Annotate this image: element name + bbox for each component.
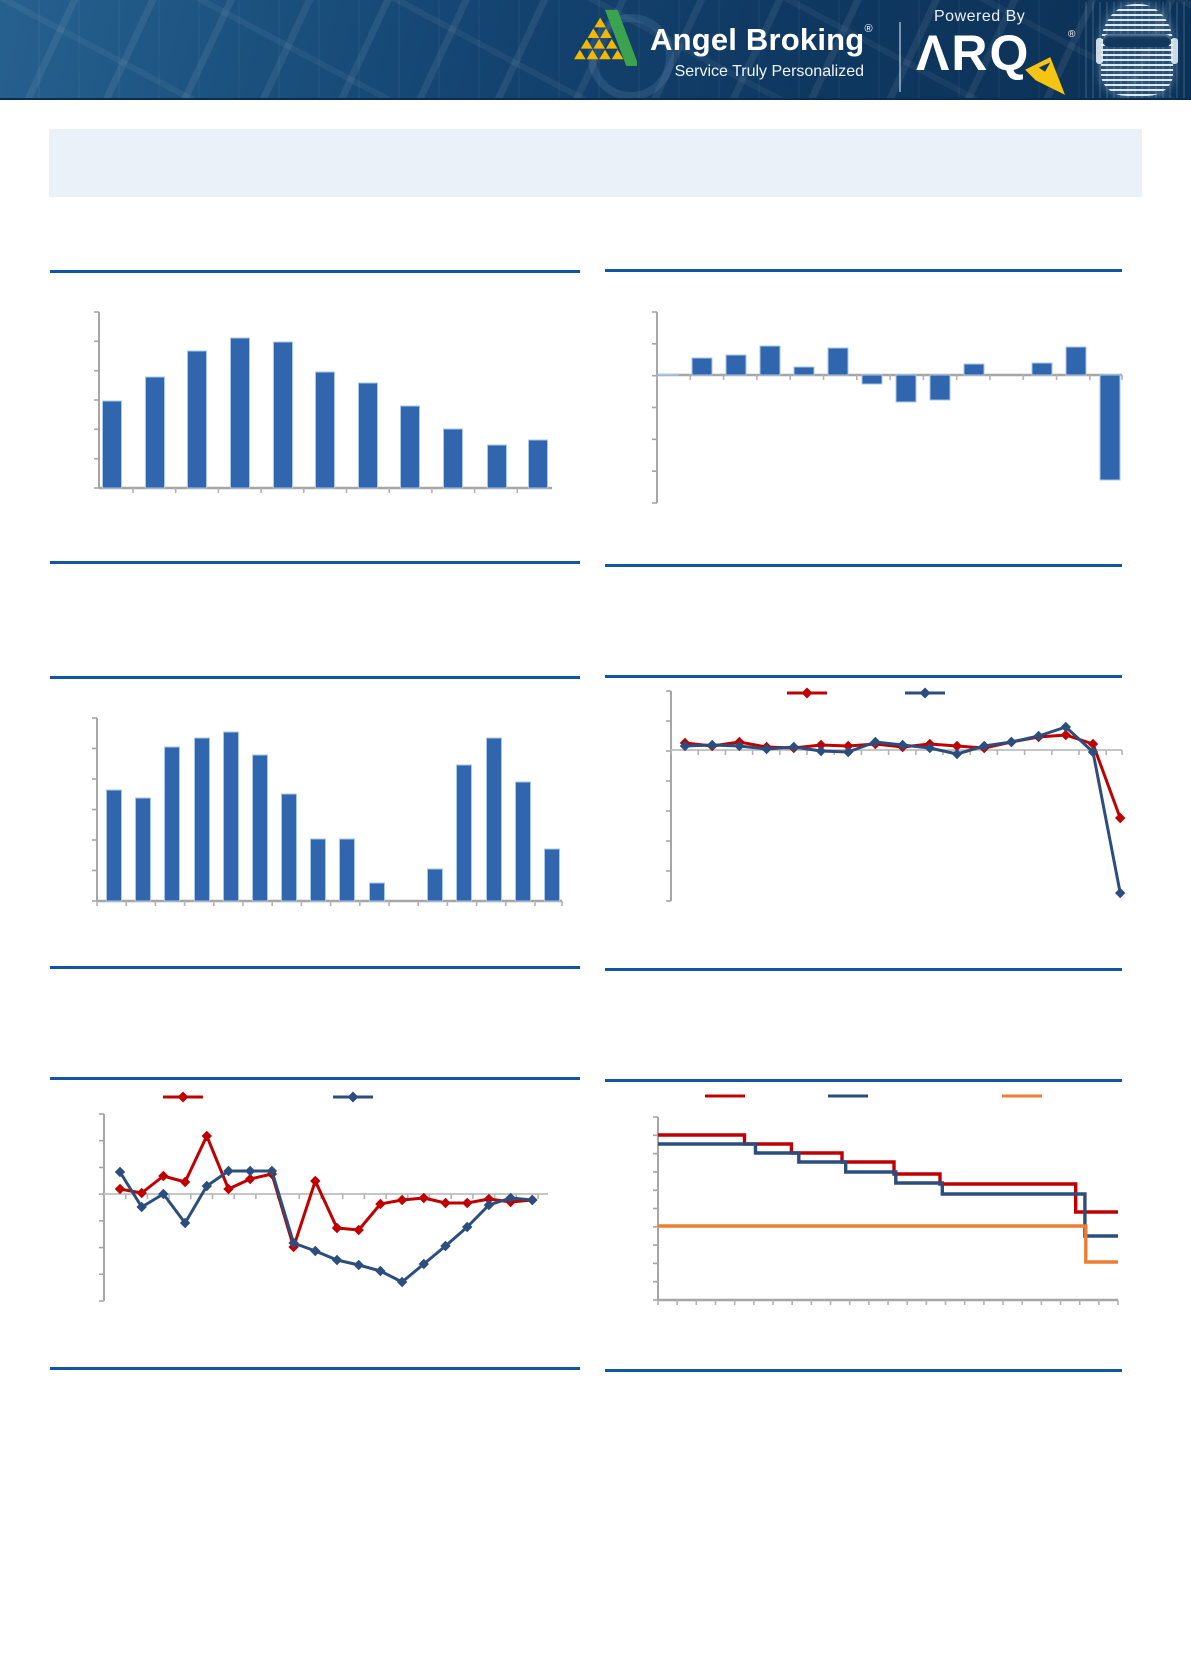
robot-visor — [1103, 34, 1171, 47]
section-rule — [50, 1367, 580, 1370]
section-rule — [605, 564, 1122, 567]
section-rule — [50, 966, 580, 969]
section-rule — [50, 270, 580, 273]
brand-tagline: Service Truly Personalized — [674, 63, 864, 80]
brand-registered-mark: ® — [864, 23, 873, 35]
chart-line-mid-right — [666, 687, 1126, 902]
powered-by-label: Powered By — [934, 8, 1026, 25]
chart-bar-mid-left — [92, 717, 563, 906]
section-rule — [50, 561, 580, 564]
chart-bar-top-left — [94, 311, 552, 493]
header-divider-line — [899, 22, 901, 92]
chart-step-bottom-right — [653, 1094, 1119, 1305]
section-rule — [605, 269, 1122, 272]
brand-name: Angel Broking — [650, 22, 865, 57]
section-rule — [605, 968, 1122, 971]
robot-head-graphic — [1085, 2, 1189, 98]
chart-line-bottom-left — [99, 1091, 548, 1302]
section-rule — [50, 676, 580, 679]
section-rule — [605, 675, 1122, 678]
arq-registered-mark: ® — [1068, 29, 1076, 40]
section-rule — [605, 1369, 1122, 1372]
angel-broking-logo-icon — [574, 9, 637, 66]
robot-head-icon — [1096, 4, 1178, 96]
header-banner: Angel Broking® Service Truly Personalize… — [0, 0, 1191, 100]
title-placeholder-box — [49, 129, 1142, 197]
section-rule — [605, 1079, 1122, 1082]
arq-logo: ΛRQ — [916, 25, 1031, 81]
section-rule — [50, 1077, 580, 1080]
chart-bar-top-right — [652, 311, 1123, 504]
lightning-bolt-icon — [1025, 57, 1065, 95]
